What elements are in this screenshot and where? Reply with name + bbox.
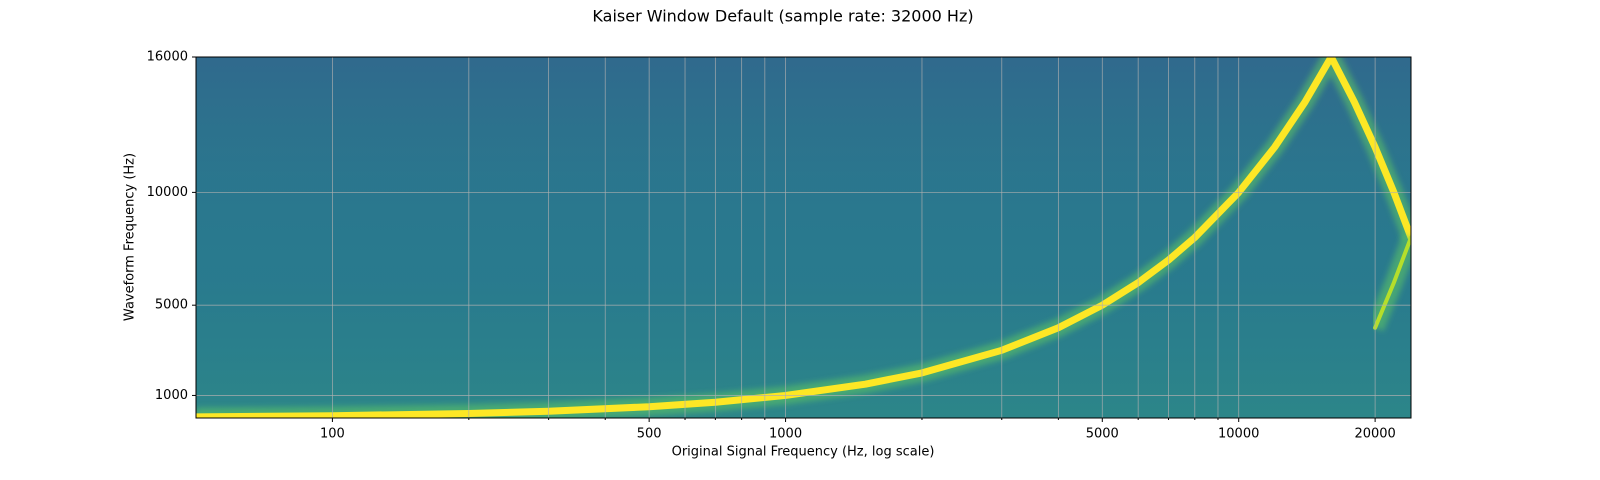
x-tick-label: 500 [637, 427, 662, 442]
y-tick-label: 5000 [155, 298, 188, 313]
chart-title: Kaiser Window Default (sample rate: 3200… [592, 7, 973, 26]
y-axis-label: Waveform Frequency (Hz) [123, 153, 138, 321]
plot-frame [195, 56, 1412, 419]
x-tick-label: 100 [320, 427, 345, 442]
x-tick-label: 10000 [1218, 427, 1259, 442]
plot-shading [196, 57, 1411, 418]
y-tick-label: 10000 [147, 185, 188, 200]
x-tick-label: 20000 [1354, 427, 1395, 442]
y-tick-label: 1000 [155, 388, 188, 403]
line [1373, 235, 1411, 330]
y-tick-label: 16000 [147, 50, 188, 65]
x-tick-label: 5000 [1086, 427, 1119, 442]
x-axis-label: Original Signal Frequency (Hz, log scale… [672, 445, 935, 460]
x-tick-label: 1000 [769, 427, 802, 442]
